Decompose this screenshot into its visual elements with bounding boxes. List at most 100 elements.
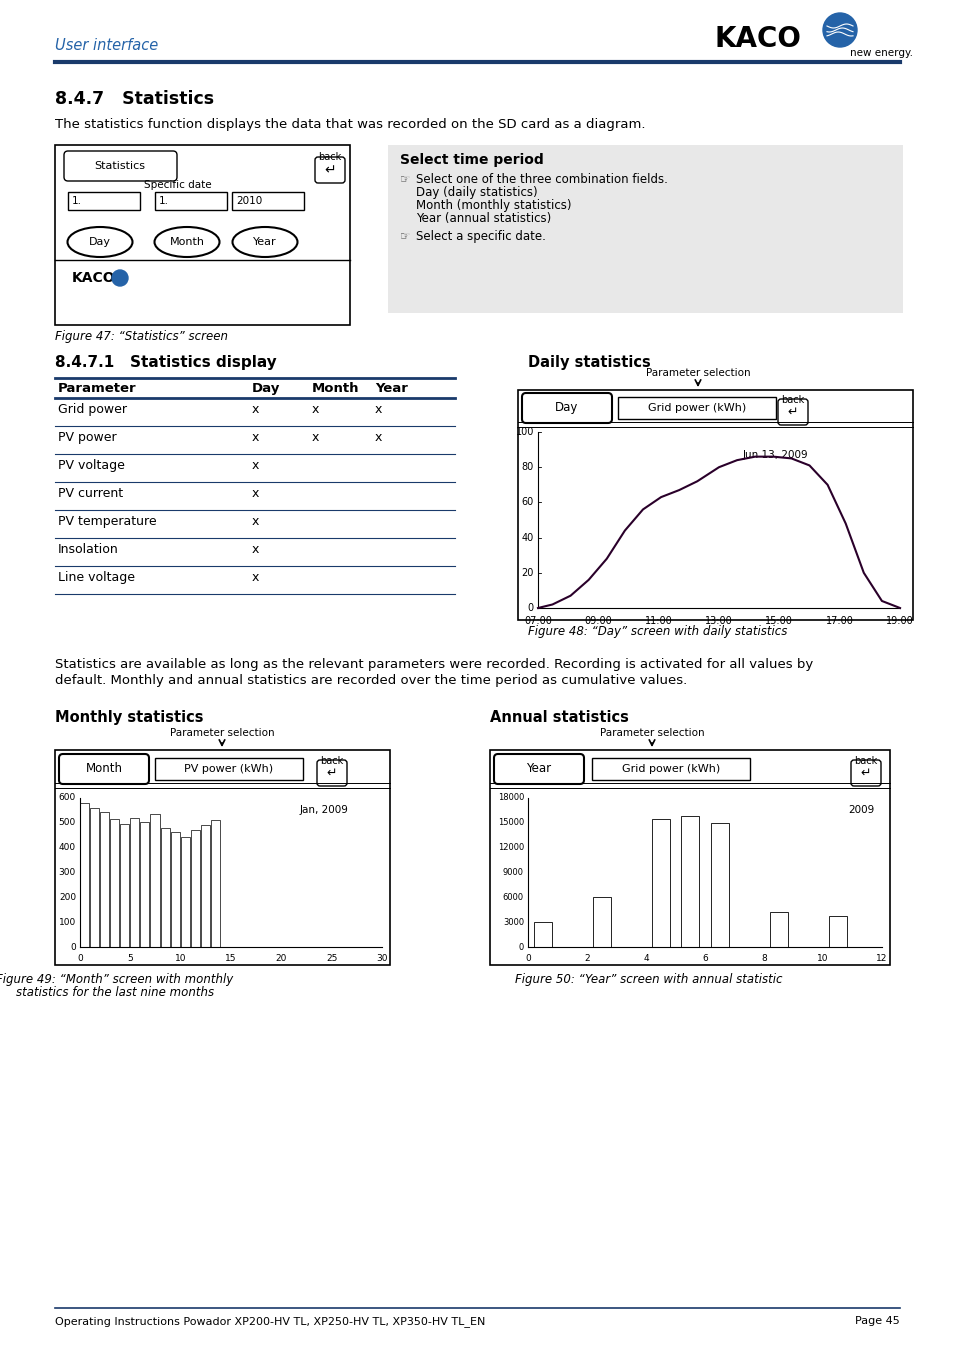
Text: 2009: 2009 (848, 805, 874, 815)
Text: new energy.: new energy. (849, 49, 912, 58)
Text: 15000: 15000 (497, 818, 523, 828)
Text: Monthly statistics: Monthly statistics (55, 710, 203, 725)
Text: The statistics function displays the data that was recorded on the SD card as a : The statistics function displays the dat… (55, 117, 645, 131)
FancyBboxPatch shape (316, 760, 347, 786)
Text: back: back (854, 756, 877, 765)
Text: Figure 47: “Statistics” screen: Figure 47: “Statistics” screen (55, 329, 228, 343)
Text: 40: 40 (521, 533, 534, 543)
Bar (100, 811, 109, 946)
Bar (191, 830, 199, 946)
FancyBboxPatch shape (778, 400, 807, 425)
Bar (131, 818, 139, 946)
Text: 6: 6 (701, 954, 707, 963)
Bar (534, 922, 551, 946)
Text: 15: 15 (225, 954, 236, 963)
Text: Month: Month (312, 382, 359, 396)
Text: Year: Year (375, 382, 408, 396)
FancyBboxPatch shape (314, 157, 345, 184)
Text: 0: 0 (524, 954, 530, 963)
Ellipse shape (233, 227, 297, 256)
Bar (160, 828, 170, 946)
Text: x: x (252, 571, 259, 585)
Text: 100: 100 (59, 918, 76, 926)
Text: default. Monthly and annual statistics are recorded over the time period as cumu: default. Monthly and annual statistics a… (55, 674, 686, 687)
Text: 17:00: 17:00 (825, 616, 853, 626)
Text: Year: Year (526, 763, 551, 775)
Text: 200: 200 (59, 892, 76, 902)
Text: x: x (252, 514, 259, 528)
Bar (828, 915, 845, 946)
Text: Jan, 2009: Jan, 2009 (299, 805, 348, 815)
Text: Line voltage: Line voltage (58, 571, 135, 585)
Text: 8.4.7   Statistics: 8.4.7 Statistics (55, 90, 213, 108)
Text: PV current: PV current (58, 487, 123, 500)
Bar (171, 832, 179, 946)
Bar (490, 751, 889, 965)
Text: Daily statistics: Daily statistics (527, 355, 650, 370)
Text: 9000: 9000 (502, 868, 523, 878)
Text: 10: 10 (817, 954, 828, 963)
Text: Day (daily statistics): Day (daily statistics) (416, 186, 537, 198)
Text: back: back (320, 756, 343, 765)
FancyBboxPatch shape (521, 393, 612, 423)
Ellipse shape (68, 227, 132, 256)
Text: 10: 10 (174, 954, 186, 963)
Text: Month: Month (170, 238, 204, 247)
Text: 1.: 1. (159, 196, 169, 207)
Text: 0: 0 (77, 954, 83, 963)
Bar (211, 819, 220, 946)
Text: 80: 80 (521, 462, 534, 472)
Text: Month (monthly statistics): Month (monthly statistics) (416, 198, 571, 212)
Text: Year: Year (253, 238, 276, 247)
Bar (111, 819, 119, 946)
FancyBboxPatch shape (59, 755, 149, 784)
Text: ↵: ↵ (324, 163, 335, 177)
Text: back: back (318, 153, 341, 162)
Text: Statistics are available as long as the relevant parameters were recorded. Recor: Statistics are available as long as the … (55, 657, 812, 671)
Text: Grid power (kWh): Grid power (kWh) (647, 404, 745, 413)
Text: x: x (252, 404, 259, 416)
Bar (180, 837, 190, 946)
Text: 1.: 1. (71, 196, 82, 207)
Text: Day: Day (555, 401, 578, 414)
Text: 2: 2 (583, 954, 589, 963)
Text: 400: 400 (59, 844, 76, 852)
Text: ↵: ↵ (327, 767, 337, 779)
Bar (618, 397, 775, 418)
Text: ☞: ☞ (399, 230, 410, 243)
Text: x: x (375, 404, 382, 416)
Text: 8.4.7.1   Statistics display: 8.4.7.1 Statistics display (55, 355, 276, 370)
Text: Parameter selection: Parameter selection (645, 369, 749, 378)
Text: Figure 48: “Day” screen with daily statistics: Figure 48: “Day” screen with daily stati… (527, 625, 786, 639)
Text: Figure 50: “Year” screen with annual statistic: Figure 50: “Year” screen with annual sta… (515, 973, 781, 985)
Text: x: x (375, 431, 382, 444)
Bar (154, 757, 303, 780)
Text: 25: 25 (326, 954, 337, 963)
Text: Select time period: Select time period (399, 153, 543, 167)
Text: 2010: 2010 (235, 196, 262, 207)
Bar (592, 757, 749, 780)
Text: back: back (781, 396, 803, 405)
Text: Page 45: Page 45 (854, 1316, 899, 1326)
FancyBboxPatch shape (494, 755, 583, 784)
Text: Select one of the three combination fields.: Select one of the three combination fiel… (416, 173, 667, 186)
Text: Annual statistics: Annual statistics (490, 710, 628, 725)
Circle shape (822, 14, 856, 47)
Text: 3000: 3000 (502, 918, 523, 926)
Text: 600: 600 (59, 794, 76, 802)
Text: Operating Instructions Powador XP200-HV TL, XP250-HV TL, XP350-HV TL_EN: Operating Instructions Powador XP200-HV … (55, 1316, 485, 1327)
Bar (710, 824, 728, 946)
Text: 30: 30 (375, 954, 387, 963)
Text: Grid power: Grid power (58, 404, 127, 416)
Text: 20: 20 (275, 954, 287, 963)
Circle shape (112, 270, 128, 286)
Text: Insolation: Insolation (58, 543, 118, 556)
Text: 4: 4 (642, 954, 648, 963)
Bar (55, 751, 390, 965)
Text: x: x (312, 431, 319, 444)
Bar (154, 192, 227, 211)
Text: Year (annual statistics): Year (annual statistics) (416, 212, 551, 225)
Text: 60: 60 (521, 497, 534, 508)
Bar (200, 825, 210, 946)
Text: PV voltage: PV voltage (58, 459, 125, 472)
